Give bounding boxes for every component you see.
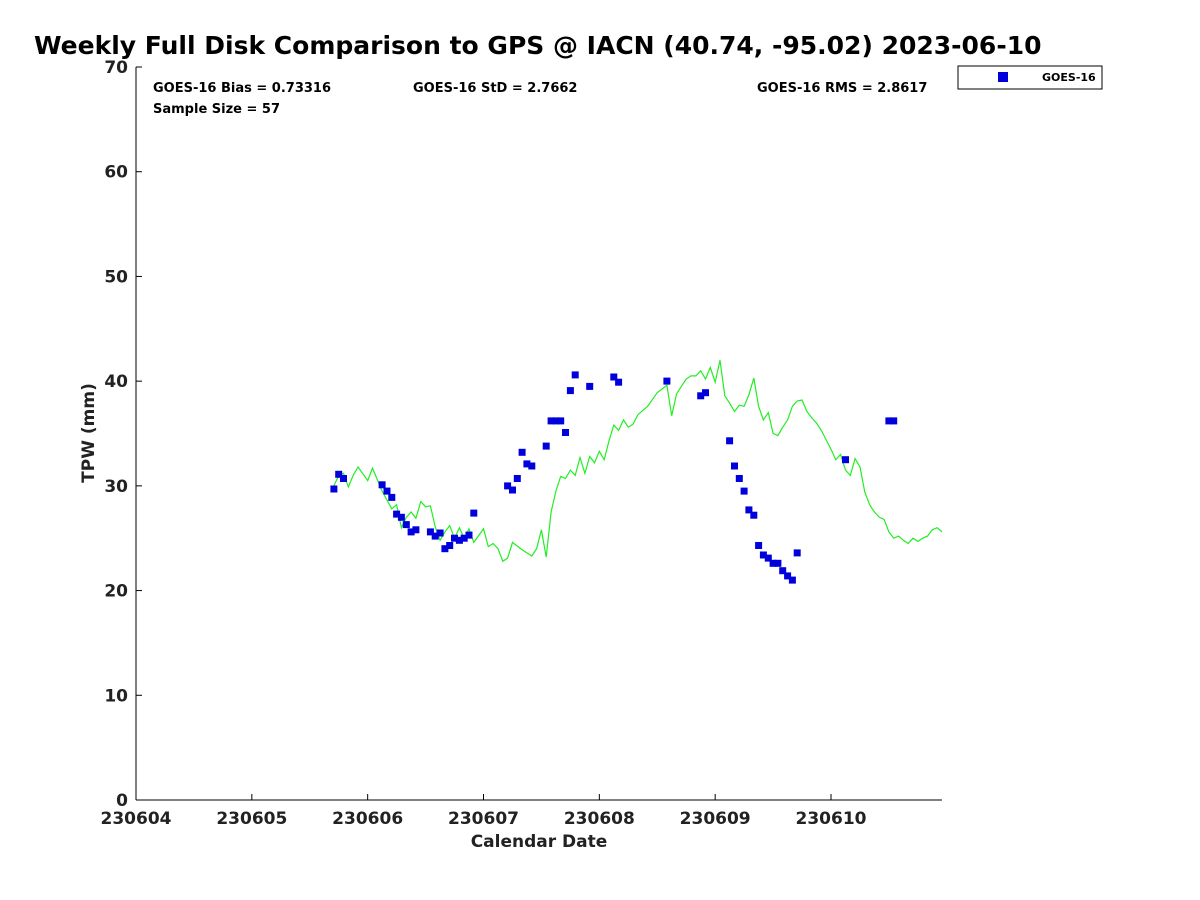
y-tick-label: 20 [104,582,128,602]
x-tick-label: 230608 [564,809,635,829]
y-tick-label: 50 [104,267,128,287]
data-point-goes-16 [402,521,410,529]
data-point-goes-16 [571,371,579,379]
y-axis-ticks: 0 10 20 30 40 50 60 70 [104,58,142,811]
data-point-goes-16 [509,486,516,494]
series-goes-16-points [330,371,898,584]
data-point-goes-16 [890,417,898,425]
data-point-goes-16 [745,506,753,514]
data-point-goes-16 [740,487,748,495]
data-point-goes-16 [455,536,463,544]
data-point-goes-16 [407,528,415,536]
data-point-goes-16 [335,470,343,478]
data-point-goes-16 [518,448,526,456]
data-point-goes-16 [726,437,734,445]
data-point-goes-16 [383,487,391,495]
y-tick-label: 60 [104,163,128,183]
data-point-goes-16 [759,551,767,559]
data-point-goes-16 [431,532,439,540]
data-point-goes-16 [697,392,705,400]
x-tick-label: 230610 [796,809,867,829]
plot-area [136,67,942,800]
data-point-goes-16 [764,554,772,562]
data-point-goes-16 [513,475,521,482]
data-point-goes-16 [470,509,478,517]
data-point-goes-16 [731,462,738,470]
data-point-goes-16 [735,475,743,482]
data-point-goes-16 [586,382,594,390]
std-stat: GOES-16 StD = 2.7662 [413,81,577,96]
data-point-goes-16 [393,510,401,518]
data-point-goes-16 [388,493,396,501]
data-point-goes-16 [557,417,565,425]
data-point-goes-16 [446,542,454,549]
data-point-goes-16 [755,542,763,549]
data-point-goes-16 [702,389,709,397]
y-tick-label: 40 [104,372,128,392]
rms-stat: GOES-16 RMS = 2.8617 [757,81,927,96]
data-point-goes-16 [750,511,758,519]
data-point-goes-16 [788,576,796,584]
data-point-goes-16 [615,378,623,386]
bias-stat: GOES-16 Bias = 0.73316 [153,81,331,96]
x-tick-label: 230604 [101,809,172,829]
data-point-goes-16 [769,559,777,567]
y-tick-label: 10 [104,686,128,706]
data-point-goes-16 [562,429,569,436]
data-point-goes-16 [330,485,338,493]
data-point-goes-16 [793,549,801,557]
chart-title: Weekly Full Disk Comparison to GPS @ IAC… [34,31,1042,60]
data-point-goes-16 [397,513,405,521]
data-point-goes-16 [436,529,444,537]
data-point-goes-16 [378,481,386,489]
x-axis-ticks: 230604 230605 230606 230607 230608 230609 2306… [101,794,867,829]
data-point-goes-16 [340,475,347,482]
x-tick-label: 230605 [216,809,287,829]
data-point-goes-16 [441,545,449,553]
data-point-goes-16 [523,460,531,468]
data-point-goes-16 [610,373,618,381]
data-point-goes-16 [885,417,893,425]
data-point-goes-16 [412,526,420,534]
y-axis-label: TPW (mm) [79,383,99,483]
data-point-goes-16 [528,462,536,470]
legend-marker-goes-16 [998,72,1008,82]
data-point-goes-16 [774,559,782,567]
x-axis-label: Calendar Date [471,832,608,852]
y-tick-label: 70 [104,58,128,78]
x-tick-label: 230606 [332,809,403,829]
data-point-goes-16 [566,387,574,395]
data-point-goes-16 [842,456,849,464]
y-tick-label: 0 [116,791,128,811]
legend-box [957,65,1103,90]
data-point-goes-16 [504,482,512,490]
series-line-gps [333,360,943,563]
legend-label-goes-16: GOES-16 [1042,71,1096,84]
data-point-goes-16 [784,572,792,580]
data-point-goes-16 [542,442,550,450]
data-point-goes-16 [451,534,458,542]
x-tick-label: 230607 [448,809,519,829]
data-point-goes-16 [779,567,787,575]
x-tick-label: 230609 [680,809,751,829]
data-point-goes-16 [465,531,473,539]
data-point-goes-16 [663,377,671,385]
sample-size-stat: Sample Size = 57 [153,102,280,117]
data-point-goes-16 [552,417,560,425]
y-tick-label: 30 [104,477,128,497]
data-point-goes-16 [547,417,555,425]
legend: GOES-16 [957,65,1103,90]
data-point-goes-16 [426,528,434,536]
data-point-goes-16 [460,534,468,542]
